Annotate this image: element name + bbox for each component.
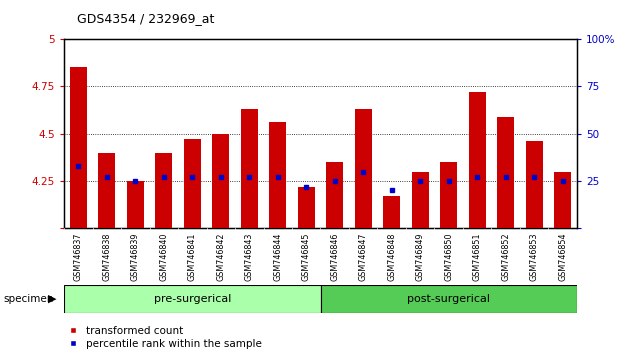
Text: GSM746853: GSM746853 <box>529 233 538 281</box>
Legend: transformed count, percentile rank within the sample: transformed count, percentile rank withi… <box>69 326 262 349</box>
Bar <box>64 285 321 313</box>
Bar <box>212 134 229 228</box>
Text: GSM746851: GSM746851 <box>472 233 481 281</box>
Bar <box>440 162 457 228</box>
Bar <box>554 172 571 228</box>
Bar <box>469 92 486 228</box>
Text: GSM746847: GSM746847 <box>359 233 368 281</box>
Bar <box>497 116 514 228</box>
Bar <box>526 141 543 228</box>
Text: GSM746840: GSM746840 <box>160 233 169 281</box>
Text: GSM746849: GSM746849 <box>416 233 425 281</box>
Bar <box>269 122 287 228</box>
Bar <box>320 285 577 313</box>
Text: GDS4354 / 232969_at: GDS4354 / 232969_at <box>77 12 214 25</box>
Text: GSM746850: GSM746850 <box>444 233 453 281</box>
Text: GSM746842: GSM746842 <box>216 233 225 281</box>
Text: GSM746839: GSM746839 <box>131 233 140 281</box>
Bar <box>70 67 87 228</box>
Bar <box>412 172 429 228</box>
Text: specimen: specimen <box>3 294 54 304</box>
Text: GSM746852: GSM746852 <box>501 233 510 281</box>
Bar <box>155 153 172 228</box>
Text: GSM746841: GSM746841 <box>188 233 197 281</box>
Text: GSM746843: GSM746843 <box>245 233 254 281</box>
Text: ▶: ▶ <box>48 294 56 304</box>
Bar <box>241 109 258 228</box>
Text: GSM746845: GSM746845 <box>302 233 311 281</box>
Text: GSM746848: GSM746848 <box>387 233 396 281</box>
Text: pre-surgerical: pre-surgerical <box>154 294 231 304</box>
Text: GSM746854: GSM746854 <box>558 233 567 281</box>
Bar <box>297 187 315 228</box>
Bar <box>326 162 344 228</box>
Text: post-surgerical: post-surgerical <box>407 294 490 304</box>
Bar <box>354 109 372 228</box>
Text: GSM746838: GSM746838 <box>103 233 112 281</box>
Text: GSM746846: GSM746846 <box>330 233 339 281</box>
Bar <box>98 153 115 228</box>
Bar <box>127 181 144 228</box>
Text: GSM746844: GSM746844 <box>273 233 282 281</box>
Bar <box>383 196 400 228</box>
Text: GSM746837: GSM746837 <box>74 233 83 281</box>
Bar <box>184 139 201 228</box>
